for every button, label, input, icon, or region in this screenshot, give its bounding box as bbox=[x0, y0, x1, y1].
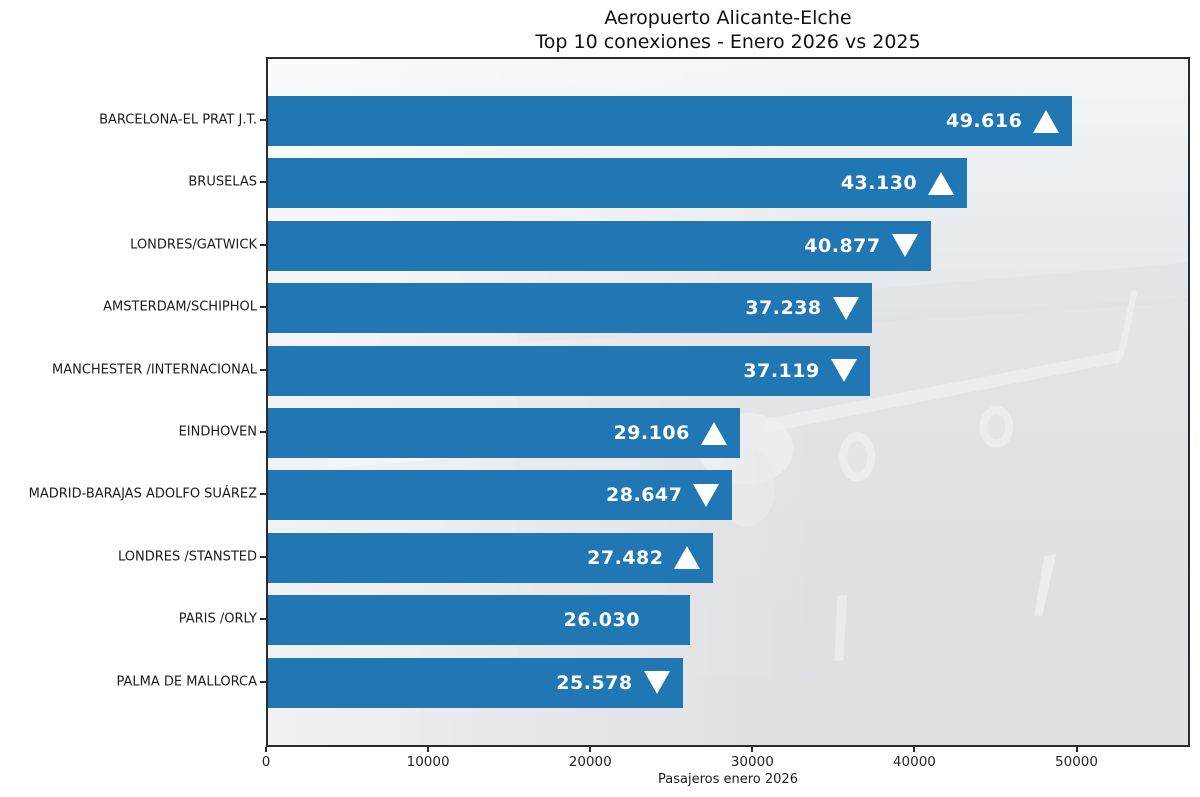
category-label: BRUSELAS bbox=[188, 174, 257, 190]
x-tick-mark bbox=[265, 747, 267, 752]
y-tick-mark bbox=[260, 618, 266, 621]
x-tick-mark bbox=[751, 747, 754, 752]
bars-layer: 49.616 43.130 40.877 37.238 37.119 29.106 28.6… bbox=[268, 59, 1188, 745]
trend-down-icon bbox=[830, 359, 858, 383]
bar: 37.119 bbox=[268, 345, 870, 396]
x-tick-label: 40000 bbox=[892, 754, 936, 770]
y-tick-mark bbox=[260, 306, 266, 309]
y-tick-mark bbox=[260, 368, 266, 371]
x-tick-label: 30000 bbox=[730, 754, 774, 770]
bar: 37.238 bbox=[268, 283, 872, 334]
x-tick-mark bbox=[427, 747, 430, 752]
trend-down-icon bbox=[832, 296, 860, 320]
bar-value-label: 43.130 bbox=[840, 172, 918, 195]
x-tick-mark bbox=[589, 747, 592, 752]
trend-up-icon bbox=[674, 546, 701, 570]
bar: 27.482 bbox=[268, 532, 714, 583]
chart-title-line1: Aeropuerto Alicante-Elche bbox=[604, 7, 852, 29]
y-tick-mark bbox=[260, 119, 266, 121]
trend-up-icon bbox=[928, 171, 955, 195]
category-label: MADRID-BARAJAS ADOLFO SUÁREZ bbox=[28, 486, 257, 502]
bar: 29.106 bbox=[268, 408, 740, 458]
bar: 25.578 bbox=[268, 657, 683, 708]
category-label: AMSTERDAM/SCHIPHOL bbox=[103, 299, 257, 315]
bar-value-label: 37.238 bbox=[745, 297, 822, 320]
bar: 49.616 bbox=[268, 96, 1073, 146]
bar-value-label: 25.578 bbox=[556, 671, 633, 694]
x-tick-label: 50000 bbox=[1055, 754, 1098, 770]
y-tick-mark bbox=[260, 493, 266, 496]
bar-value-label: 40.877 bbox=[804, 234, 881, 257]
bar-value-label: 27.482 bbox=[587, 546, 664, 569]
bar-value-label: 49.616 bbox=[945, 110, 1023, 132]
y-tick-mark bbox=[260, 431, 266, 433]
bar: 28.647 bbox=[268, 470, 733, 521]
x-tick-mark bbox=[913, 747, 916, 752]
y-tick-mark bbox=[260, 680, 266, 683]
trend-empty-slot bbox=[651, 609, 678, 632]
trend-down-icon bbox=[693, 483, 720, 507]
y-tick-mark bbox=[260, 181, 266, 184]
bar: 43.130 bbox=[268, 158, 968, 209]
x-tick-label: 0 bbox=[261, 754, 271, 770]
category-label: LONDRES /STANSTED bbox=[118, 549, 257, 565]
category-label: LONDRES/GATWICK bbox=[130, 237, 257, 253]
category-label: MANCHESTER /INTERNACIONAL bbox=[52, 362, 257, 378]
y-tick-mark bbox=[260, 243, 266, 246]
trend-up-icon bbox=[1033, 109, 1060, 133]
chart-title: Aeropuerto Alicante-Elche Top 10 conexio… bbox=[266, 6, 1190, 54]
plot-area: 49.616 43.130 40.877 37.238 37.119 29.106 28.6… bbox=[266, 57, 1190, 747]
bar-value-label: 26.030 bbox=[563, 609, 640, 632]
trend-down-icon bbox=[891, 234, 919, 258]
category-label: BARCELONA-EL PRAT J.T. bbox=[99, 112, 257, 128]
bar: 26.030 bbox=[268, 595, 690, 646]
bar-value-label: 28.647 bbox=[606, 484, 683, 507]
bar: 40.877 bbox=[268, 220, 931, 271]
category-label: EINDHOVEN bbox=[178, 424, 257, 440]
category-label: PALMA DE MALLORCA bbox=[116, 674, 257, 690]
trend-down-icon bbox=[643, 671, 671, 695]
x-axis-title: Pasajeros enero 2026 bbox=[658, 772, 798, 787]
y-tick-mark bbox=[260, 555, 266, 558]
x-tick-label: 10000 bbox=[406, 754, 450, 770]
bar-value-label: 37.119 bbox=[743, 359, 820, 382]
chart-title-line2: Top 10 conexiones - Enero 2026 vs 2025 bbox=[535, 31, 921, 53]
x-tick-mark bbox=[1075, 747, 1078, 752]
x-tick-label: 20000 bbox=[568, 754, 612, 770]
category-label: PARIS /ORLY bbox=[178, 611, 257, 627]
trend-up-icon bbox=[700, 421, 728, 445]
bar-value-label: 29.106 bbox=[613, 422, 690, 444]
